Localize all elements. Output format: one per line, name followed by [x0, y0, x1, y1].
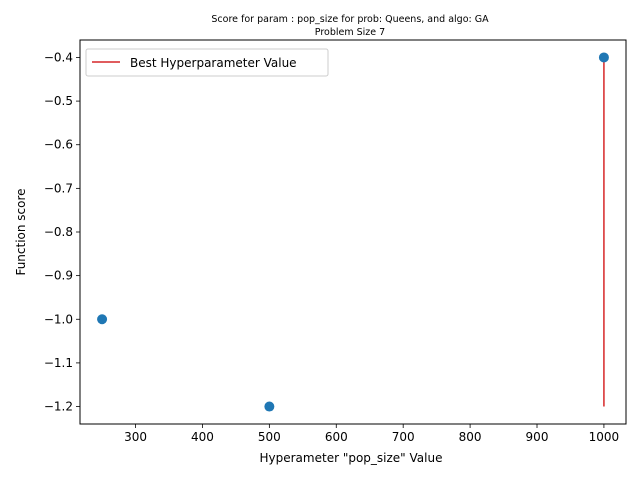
x-tick-label: 700 — [392, 430, 415, 444]
x-tick-label: 400 — [191, 430, 214, 444]
x-tick-label: 500 — [258, 430, 281, 444]
x-tick-label: 600 — [325, 430, 348, 444]
scatter-point — [598, 52, 609, 63]
y-tick-label: −0.7 — [44, 181, 73, 195]
chart-title-line1: Score for param : pop_size for prob: Que… — [211, 14, 489, 25]
x-tick-label: 300 — [124, 430, 147, 444]
y-axis-label: Function score — [14, 188, 28, 275]
scatter-point — [97, 314, 108, 325]
x-tick-label: 1000 — [589, 430, 620, 444]
y-tick-label: −1.2 — [44, 400, 73, 414]
plot-frame — [79, 39, 627, 425]
y-tick-label: −1.0 — [44, 312, 73, 326]
chart-title-line2: Problem Size 7 — [315, 27, 385, 38]
x-tick-label: 900 — [526, 430, 549, 444]
x-tick-label: 800 — [459, 430, 482, 444]
y-tick-label: −0.6 — [44, 138, 73, 152]
y-tick-label: −0.5 — [44, 94, 73, 108]
x-axis-label: Hyperameter "pop_size" Value — [260, 451, 443, 465]
y-tick-label: −1.1 — [44, 356, 73, 370]
axis-ticks: 300 400 500 600 700 800 900 1000 −0.4 −0.5 −0.6 −0.… — [44, 50, 619, 444]
y-tick-label: −0.8 — [44, 225, 73, 239]
y-tick-label: −0.4 — [44, 50, 73, 64]
legend: Best Hyperparameter Value — [85, 48, 329, 77]
legend-label-best-line: Best Hyperparameter Value — [130, 56, 297, 70]
legend-box — [85, 48, 329, 77]
y-tick-label: −0.9 — [44, 269, 73, 283]
scatter-point — [264, 401, 275, 412]
data-marks — [97, 52, 609, 412]
